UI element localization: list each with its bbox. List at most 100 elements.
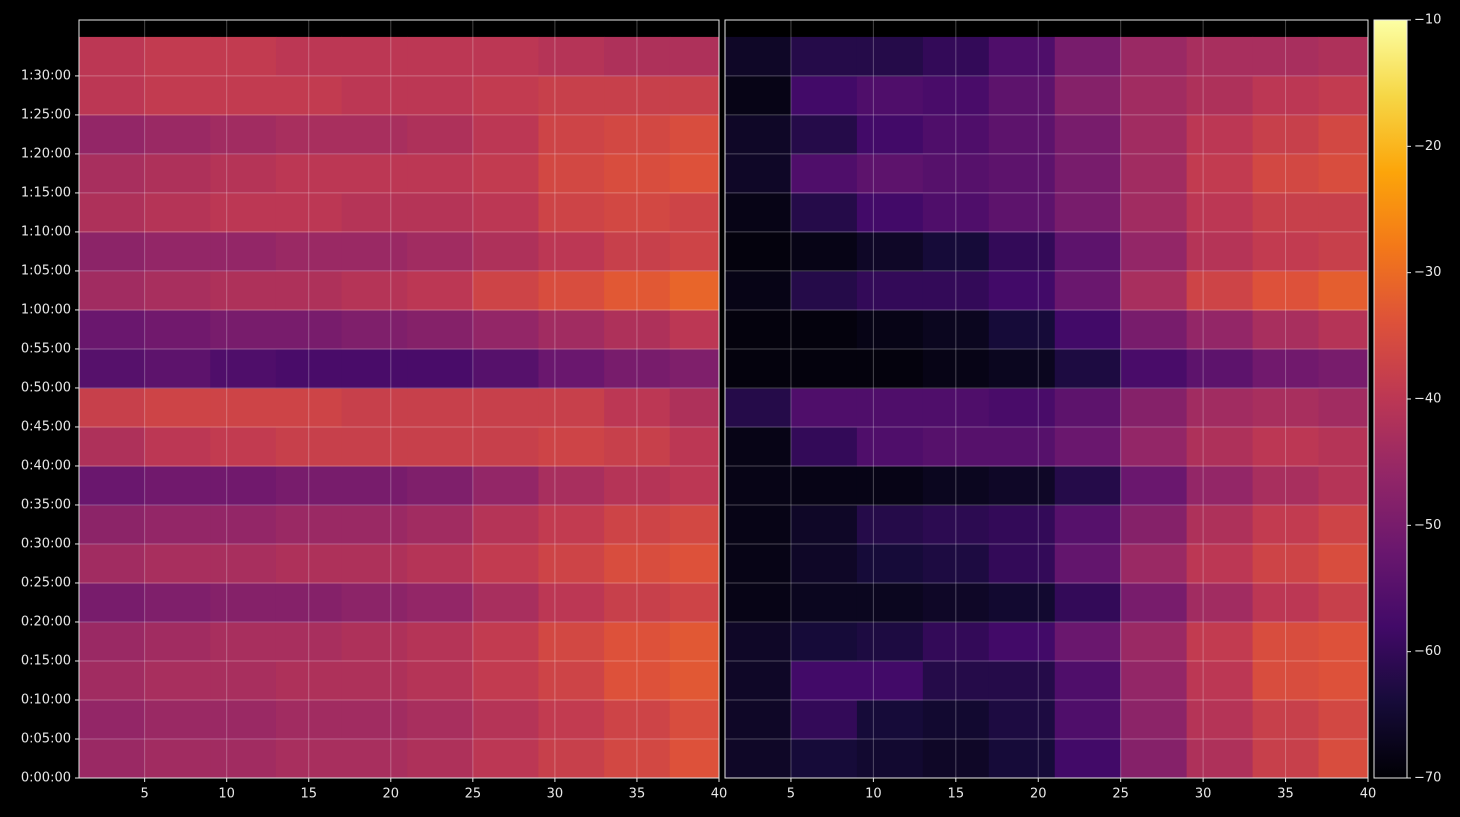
y-tick-label: 0:20:00 (21, 614, 71, 629)
heatmap-cell (988, 75, 1056, 116)
heatmap-cell (210, 582, 277, 623)
y-tick-label: 1:00:00 (21, 302, 71, 317)
heatmap-cell (1318, 270, 1368, 311)
heatmap-cell (669, 387, 719, 428)
heatmap-cell (79, 75, 146, 116)
y-tick-label: 0:10:00 (21, 692, 71, 707)
heatmap-cell (538, 75, 605, 116)
y-tick-label: 1:25:00 (21, 107, 71, 122)
heatmap-cell (210, 270, 277, 311)
heatmap-cell (1252, 192, 1320, 233)
heatmap-cell (407, 582, 474, 623)
heatmap-cell (856, 231, 924, 272)
heatmap-cell (1318, 231, 1368, 272)
heatmap-cell (1252, 36, 1320, 77)
colorbar-tick-label: −50 (1414, 518, 1441, 533)
heatmap-cell (472, 36, 539, 77)
heatmap-cell (1252, 387, 1320, 428)
heatmap-cell (538, 270, 605, 311)
heatmap-cell (407, 621, 474, 662)
x-tick-label: 10 (218, 787, 235, 802)
heatmap-cell (856, 582, 924, 623)
heatmap-cell (144, 426, 211, 467)
heatmap-cell (407, 192, 474, 233)
heatmap-cell (210, 621, 277, 662)
heatmap-cell (1186, 75, 1254, 116)
heatmap-cell (1186, 192, 1254, 233)
heatmap-cell (210, 543, 277, 584)
heatmap-cell (856, 543, 924, 584)
heatmap-cell (988, 699, 1056, 740)
heatmap-cell (1120, 192, 1188, 233)
heatmap-cell (1054, 309, 1122, 350)
heatmap-cell (144, 36, 211, 77)
heatmap-cell (725, 504, 792, 545)
heatmap-cell (407, 348, 474, 389)
heatmap-cell (1318, 582, 1368, 623)
heatmap-cell (988, 270, 1056, 311)
heatmap-cell (725, 738, 792, 778)
heatmap-cell (407, 660, 474, 701)
heatmap-cell (1120, 309, 1188, 350)
heatmap-cell (144, 504, 211, 545)
heatmap-cell (407, 738, 474, 778)
heatmap-cell (604, 504, 671, 545)
heatmap-cell (669, 75, 719, 116)
heatmap-cell (538, 465, 605, 506)
heatmap-cell (1252, 309, 1320, 350)
heatmap-cell (144, 309, 211, 350)
x-tick-label: 30 (547, 787, 564, 802)
heatmap-cell (144, 387, 211, 428)
heatmap-cell (669, 153, 719, 194)
heatmap-cell (79, 192, 146, 233)
heatmap-cell (725, 699, 792, 740)
heatmap-cell (341, 75, 408, 116)
heatmap-cell (922, 75, 990, 116)
heatmap-cell (790, 465, 858, 506)
heatmap-cell (1318, 660, 1368, 701)
heatmap-cell (275, 231, 343, 272)
heatmap-cell (604, 36, 671, 77)
heatmap-cell (922, 699, 990, 740)
heatmap-cell (1318, 738, 1368, 778)
heatmap-cell (144, 153, 211, 194)
x-tick-label: 30 (1195, 787, 1212, 802)
heatmap-cell (856, 387, 924, 428)
heatmap-cell (988, 153, 1056, 194)
heatmap-cell (1252, 660, 1320, 701)
heatmap-cell (856, 36, 924, 77)
heatmap-cell (856, 465, 924, 506)
heatmap-cell (210, 114, 277, 155)
heatmap-cell (1120, 153, 1188, 194)
heatmap-cell (341, 153, 408, 194)
heatmap-cell (1318, 504, 1368, 545)
heatmap-cell (669, 738, 719, 778)
heatmap-cell (341, 309, 408, 350)
heatmap-cell (856, 75, 924, 116)
heatmap-cell (790, 738, 858, 778)
heatmap-cell (538, 738, 605, 778)
heatmap-cell (275, 465, 343, 506)
heatmap-cell (725, 348, 792, 389)
heatmap-cell (790, 426, 858, 467)
heatmap-cell (210, 504, 277, 545)
heatmap-cell (1318, 75, 1368, 116)
heatmap-cell (669, 36, 719, 77)
heatmap-cell (407, 543, 474, 584)
x-tick-label: 40 (711, 787, 728, 802)
heatmap-cell (144, 660, 211, 701)
heatmap-cell (210, 387, 277, 428)
heatmap-cell (407, 231, 474, 272)
heatmap-cell (604, 309, 671, 350)
heatmap-cell (472, 387, 539, 428)
heatmap-cell (1054, 75, 1122, 116)
heatmap-cell (341, 660, 408, 701)
heatmap-cell (669, 621, 719, 662)
heatmap-cells (79, 36, 719, 778)
heatmap-cell (725, 582, 792, 623)
x-tick-label: 25 (1112, 787, 1129, 802)
heatmap-cell (790, 504, 858, 545)
heatmap-cell (275, 387, 343, 428)
heatmap-cell (1318, 36, 1368, 77)
heatmap-cell (669, 699, 719, 740)
